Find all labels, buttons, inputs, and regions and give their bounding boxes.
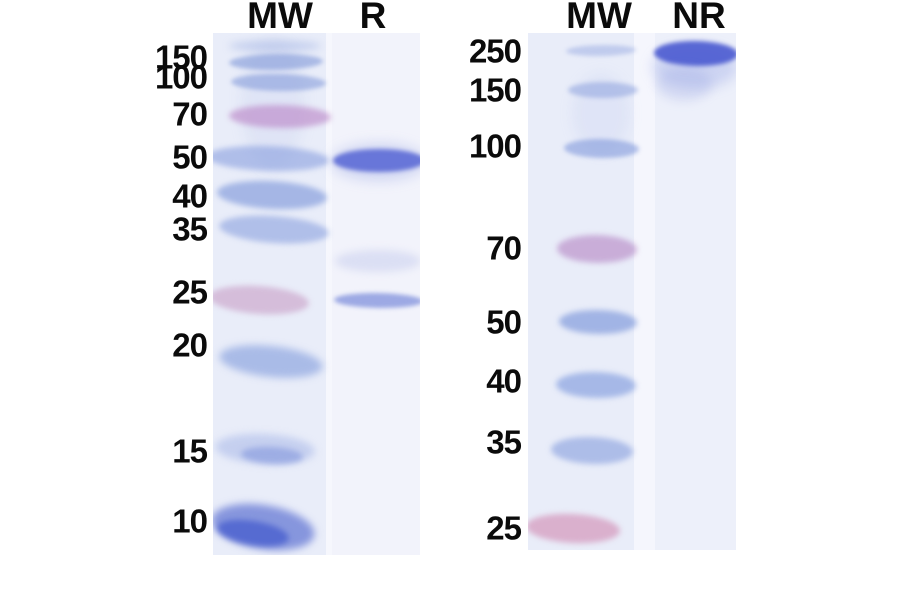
ladder-label-25-0: 25 [172,273,208,311]
ladder-label-250-1: 250 [468,32,522,70]
lane-header-mw-0: MW [247,0,313,36]
ladder-label-25-1: 25 [486,509,522,547]
lane-strip-1-1 [634,33,655,550]
lane-header-nr-1: NR [672,0,726,36]
ladder-label-100-0: 100 [154,58,208,96]
gel-band-r-30-faint [335,250,420,272]
ladder-label-70-1: 70 [486,229,522,267]
ladder-label-40-0: 40 [172,177,208,215]
ladder-label-35-0: 35 [172,210,208,248]
ladder-label-50-1: 50 [486,303,522,341]
ladder-label-20-0: 20 [172,326,208,364]
ladder-label-50-0: 50 [172,138,208,176]
lane-strip-1-0 [528,33,634,550]
ladder-label-40-1: 40 [486,362,522,400]
ladder-label-15-0: 15 [172,432,208,470]
lane-header-mw-1: MW [566,0,632,36]
gel-band-nr-250-tail [656,67,712,101]
gel-reduced [213,33,420,555]
ladder-label-10-0: 10 [172,502,208,540]
gel-band-mw-smear-top [229,40,321,52]
ladder-label-35-1: 35 [486,423,522,461]
ladder-label-100-1: 100 [468,127,522,165]
lane-strip-1-2 [655,33,736,550]
gel-band-mw-150 [568,82,638,98]
ladder-label-150-0: 150 [154,38,208,76]
lane-strip-0-1 [326,33,332,555]
lane-header-r-0: R [359,0,387,36]
ladder-label-150-1: 150 [468,71,522,109]
gel-nonreduced [528,33,736,550]
ladder-label-70-0: 70 [172,95,208,133]
gel-band-r-50 [333,149,420,172]
